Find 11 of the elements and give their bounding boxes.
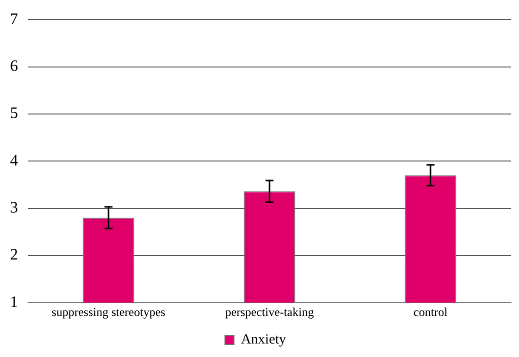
y-tick-label: 4 <box>10 152 18 170</box>
y-tick-label: 6 <box>10 58 18 75</box>
x-tick-label: control <box>414 304 448 319</box>
y-tick-label: 3 <box>10 199 18 216</box>
x-tick-label: suppressing stereotypes <box>52 304 166 319</box>
y-tick-label: 7 <box>10 10 18 28</box>
y-tick-label: 2 <box>10 246 18 264</box>
y-tick-label: 5 <box>10 105 18 122</box>
legend-label: Anxiety <box>240 332 286 348</box>
x-tick-label: perspective-taking <box>225 304 314 319</box>
y-tick-label: 1 <box>10 294 18 311</box>
